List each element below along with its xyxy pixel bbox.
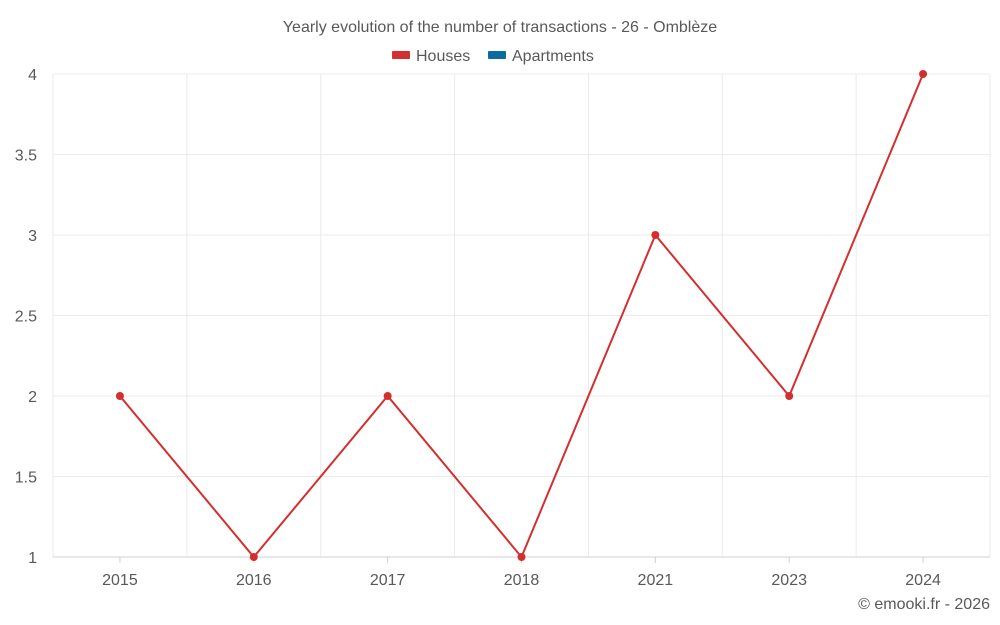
y-tick-label: 1 <box>28 550 37 567</box>
series <box>115 70 928 561</box>
y-tick-label: 3 <box>28 228 37 245</box>
x-axis-ticks: 2015 2016 2017 2018 2021 2023 2024 <box>102 557 941 589</box>
y-tick-label: 2 <box>28 389 37 406</box>
data-point-houses[interactable] <box>517 553 526 561</box>
legend-item-houses[interactable]: Houses <box>392 48 470 65</box>
y-tick-label: 1.5 <box>15 470 37 487</box>
legend-label-apartments: Apartments <box>512 48 594 65</box>
data-point-houses[interactable] <box>919 70 928 78</box>
x-tick-label: 2024 <box>905 572 941 589</box>
data-point-houses[interactable] <box>115 392 124 400</box>
y-tick-label: 4 <box>28 67 37 84</box>
legend: Houses Apartments <box>392 48 594 65</box>
legend-item-apartments[interactable]: Apartments <box>488 48 594 65</box>
data-point-houses[interactable] <box>651 231 660 239</box>
y-axis-ticks: 1 1.5 2 2.5 3 3.5 4 <box>15 67 37 567</box>
x-tick-label: 2023 <box>771 572 807 589</box>
x-tick-label: 2021 <box>638 572 674 589</box>
y-tick-label: 3.5 <box>15 148 37 165</box>
credit-text: © emooki.fr - 2026 <box>858 596 990 613</box>
x-tick-label: 2017 <box>370 572 406 589</box>
grid <box>52 73 991 557</box>
x-tick-label: 2018 <box>504 572 540 589</box>
legend-label-houses: Houses <box>416 48 470 65</box>
chart-title: Yearly evolution of the number of transa… <box>283 19 717 36</box>
data-point-houses[interactable] <box>249 553 258 561</box>
y-tick-label: 2.5 <box>15 309 37 326</box>
x-tick-label: 2016 <box>236 572 272 589</box>
legend-swatch-houses <box>392 51 410 59</box>
data-point-houses[interactable] <box>785 392 794 400</box>
x-tick-label: 2015 <box>102 572 138 589</box>
legend-swatch-apartments <box>488 51 506 59</box>
data-point-houses[interactable] <box>383 392 392 400</box>
